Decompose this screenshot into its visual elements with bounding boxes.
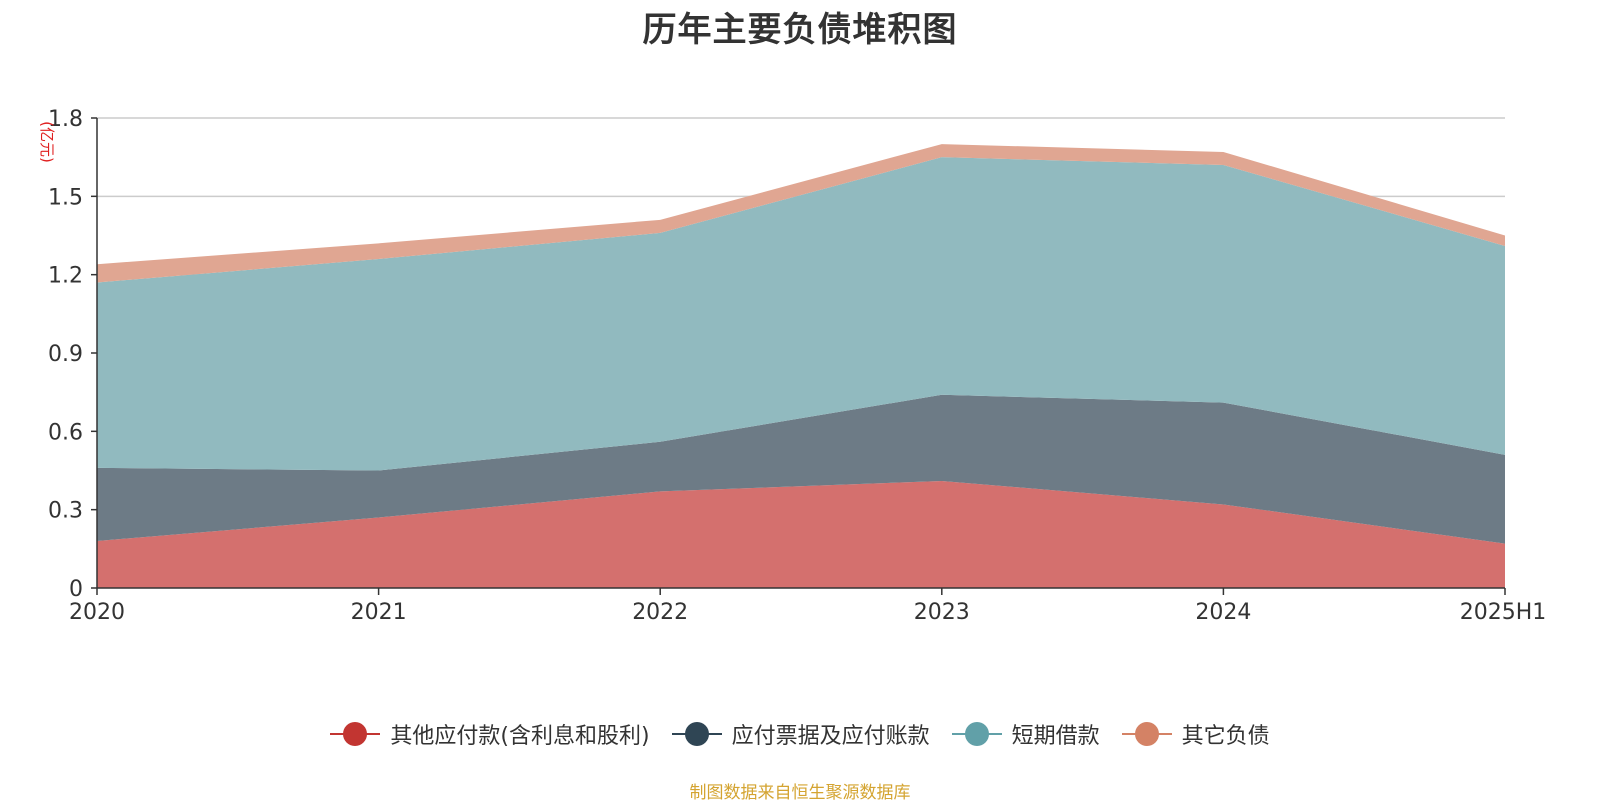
legend-label: 其它负债 [1181,724,1270,749]
x-tick-label: 2023 [914,600,970,625]
legend: 其他应付款(含利息和股利) 应付票据及应付账款 短期借款 其它负债 [0,718,1600,750]
y-tick-label: 1.2 [48,264,83,289]
y-tick-label: 0.9 [48,342,83,367]
y-tick-labels: 0 0.3 0.6 0.9 1.2 1.5 1.8 [48,107,83,602]
legend-label: 短期借款 [1011,724,1100,749]
area-series-3 [97,157,1505,471]
x-tick-label: 2024 [1195,600,1251,625]
x-tick-label: 2021 [351,600,407,625]
y-tick-label: 1.8 [48,107,83,132]
legend-item-3[interactable]: 短期借款 [951,718,1100,750]
area-series-1 [97,480,1505,588]
axes [91,117,1506,595]
x-tick-label: 2025H1 [1460,600,1547,625]
legend-item-1[interactable]: 其他应付款(含利息和股利) [330,718,650,750]
area-series-2 [97,394,1505,544]
legend-item-2[interactable]: 应付票据及应付账款 [671,718,930,750]
legend-swatch-icon [671,722,722,746]
y-tick-label: 0.3 [48,499,83,524]
legend-item-4[interactable]: 其它负债 [1121,718,1270,750]
legend-label: 其他应付款(含利息和股利) [390,724,650,749]
legend-swatch-icon [330,722,381,746]
y-tick-label: 0 [69,577,83,602]
x-tick-label: 2020 [69,600,125,625]
legend-swatch-icon [1121,722,1172,746]
y-tick-label: 0.6 [48,420,83,445]
legend-swatch-icon [951,722,1002,746]
x-tick-labels: 2020 2021 2022 2023 2024 2025H1 [69,600,1546,625]
area-layers [97,144,1505,588]
y-axis-unit-label: (亿元) [38,121,56,163]
y-tick-label: 1.5 [48,185,83,210]
chart-title: 历年主要负债堆积图 [642,10,958,50]
stacked-area-chart: 0 0.3 0.6 0.9 1.2 1.5 1.8 2020 2021 2022 2023 2024… [38,107,1546,625]
legend-label: 应付票据及应付账款 [731,724,930,749]
x-tick-label: 2022 [632,600,688,625]
source-note: 制图数据来自恒生聚源数据库 [689,783,911,803]
area-series-4 [97,144,1505,283]
